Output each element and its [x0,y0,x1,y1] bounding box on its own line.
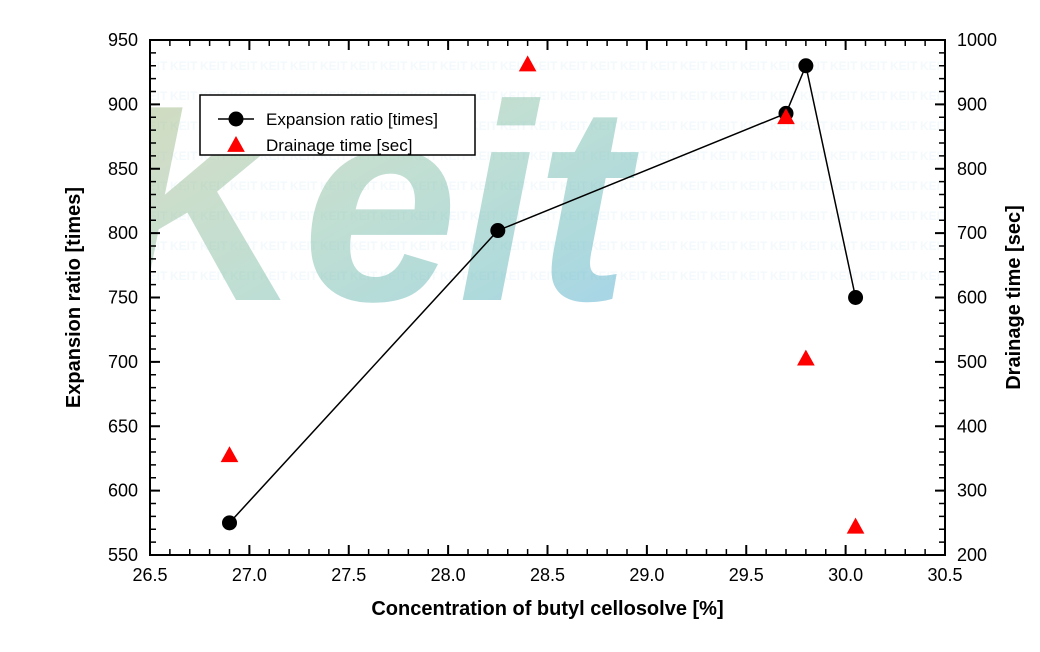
x-axis-title: Concentration of butyl cellosolve [%] [371,598,723,620]
svg-text:26.5: 26.5 [132,565,167,585]
svg-text:650: 650 [108,416,138,436]
svg-text:700: 700 [957,223,987,243]
svg-text:600: 600 [957,288,987,308]
svg-text:300: 300 [957,481,987,501]
svg-text:30.5: 30.5 [927,565,962,585]
svg-text:27.5: 27.5 [331,565,366,585]
svg-text:600: 600 [108,481,138,501]
y-left-title: Expansion ratio [times] [63,187,85,408]
svg-text:28.0: 28.0 [431,565,466,585]
svg-text:400: 400 [957,416,987,436]
svg-text:200: 200 [957,545,987,565]
svg-text:28.5: 28.5 [530,565,565,585]
svg-text:850: 850 [108,159,138,179]
y-left-ticks: 550 600 650 700 750 800 850 900 950 [108,30,160,565]
chart-svg: 26.5 27.0 27.5 28.0 28.5 29.0 29.5 30.0 30.5 550… [0,0,1040,652]
svg-text:30.0: 30.0 [828,565,863,585]
svg-text:900: 900 [957,94,987,114]
svg-text:750: 750 [108,288,138,308]
svg-text:800: 800 [957,159,987,179]
svg-text:Drainage time [sec]: Drainage time [sec] [266,136,412,155]
chart-container: KEITKEITKEITKEITKEITKEITKEITKEITKEITKEIT… [0,0,1040,652]
svg-text:500: 500 [957,352,987,372]
svg-text:950: 950 [108,30,138,50]
y-right-title: Drainage time [sec] [1003,205,1025,390]
svg-text:550: 550 [108,545,138,565]
svg-text:800: 800 [108,223,138,243]
svg-text:27.0: 27.0 [232,565,267,585]
svg-text:700: 700 [108,352,138,372]
svg-text:900: 900 [108,94,138,114]
svg-text:Expansion ratio [times]: Expansion ratio [times] [266,110,438,129]
svg-text:29.0: 29.0 [629,565,664,585]
legend: Expansion ratio [times] Drainage time [se… [200,95,475,155]
svg-text:1000: 1000 [957,30,997,50]
svg-text:29.5: 29.5 [729,565,764,585]
